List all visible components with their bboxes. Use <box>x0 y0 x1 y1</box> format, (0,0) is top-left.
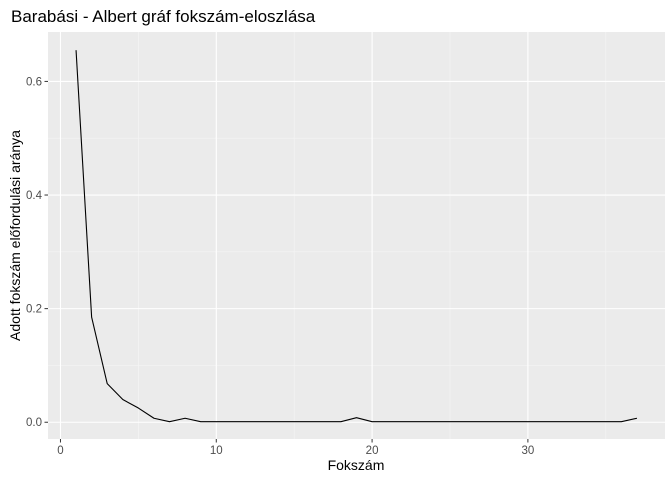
x-tick-label: 0 <box>57 445 63 457</box>
series-line <box>75 50 638 423</box>
grid-major <box>48 32 665 439</box>
y-tick-labels: 0.0 0.2 0.4 0.6 <box>26 76 43 429</box>
chart-title: Barabási - Albert gráf fokszám-eloszlása <box>11 7 316 26</box>
series-layer <box>75 50 638 423</box>
y-tick-label: 0.4 <box>26 190 43 202</box>
x-tick-labels: 0 10 20 30 <box>57 445 534 457</box>
y-tick-label: 0.6 <box>26 76 42 88</box>
y-axis-title: Adott fokszám előfordulási aránya <box>7 130 23 341</box>
plot-panel <box>48 32 665 439</box>
y-tick-label: 0.0 <box>26 417 42 429</box>
y-tick-label: 0.2 <box>26 304 42 316</box>
x-tick-label: 20 <box>366 445 379 457</box>
x-tick-label: 10 <box>210 445 223 457</box>
grid-minor <box>48 32 665 439</box>
x-axis-title: Fokszám <box>328 457 385 473</box>
axis-ticks <box>44 80 529 443</box>
x-tick-label: 30 <box>521 445 534 457</box>
